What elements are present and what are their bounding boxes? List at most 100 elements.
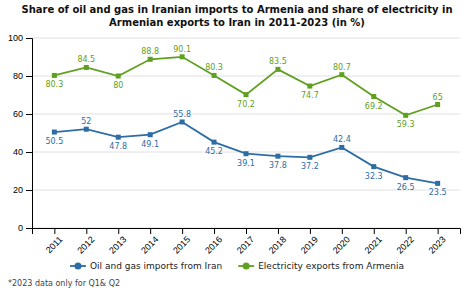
- legend-item: Oil and gas imports from Iran: [70, 261, 222, 271]
- title: Share of oil and gas in Iranian imports …: [21, 4, 452, 28]
- data-label: 65: [433, 93, 443, 102]
- x-tick: 2011: [44, 228, 65, 255]
- point: [148, 57, 153, 62]
- grid-line: [32, 76, 460, 77]
- data-label: 32.3: [365, 172, 383, 181]
- data-label: 55.8: [173, 110, 191, 119]
- y-tick-label: 0: [18, 223, 23, 233]
- x-tick: 2015: [171, 228, 192, 256]
- x-tick-mark: [246, 228, 247, 234]
- grid-line: [32, 38, 460, 39]
- point: [307, 155, 312, 160]
- y-tick: 80: [13, 71, 32, 81]
- point: [339, 145, 344, 150]
- x-tick-mark: [54, 228, 55, 234]
- data-label: 69.2: [365, 102, 383, 111]
- y-tick-mark: [26, 76, 32, 77]
- data-label: 42.4: [333, 135, 351, 144]
- data-label: 52: [81, 117, 91, 126]
- y-axis-line: [26, 39, 33, 229]
- data-label: 50.5: [45, 137, 63, 146]
- y-tick-mark: [26, 152, 32, 153]
- point: [116, 74, 121, 79]
- x-tick-label: 2013: [107, 234, 128, 255]
- x-tick-label: 2021: [363, 234, 384, 255]
- y-tick-label: 40: [13, 147, 23, 157]
- y-tick-mark: [26, 114, 32, 115]
- y-tick-label: 60: [13, 109, 23, 119]
- point: [84, 127, 89, 132]
- point: [244, 151, 249, 156]
- x-tick: 2014: [139, 228, 160, 256]
- data-label: 37.2: [301, 162, 319, 171]
- data-label: 88.8: [141, 47, 159, 56]
- y-tick: 0: [18, 223, 32, 233]
- point: [275, 154, 280, 159]
- y-tick-label: 20: [13, 185, 23, 195]
- x-axis: 2011 2012 2013 2014 2015 2016 2017 2018 2019 2020…: [33, 228, 461, 256]
- x-tick-mark: [150, 228, 151, 234]
- data-label: 80.3: [205, 63, 223, 72]
- x-tick: 2018: [267, 228, 288, 256]
- point: [435, 181, 440, 186]
- legend: Oil and gas imports from Iran Electricity…: [70, 261, 404, 271]
- point: [275, 67, 280, 72]
- data-label: 90.1: [173, 45, 191, 54]
- y-axis: 020406080100: [8, 33, 33, 233]
- data-label: 70.2: [237, 100, 255, 109]
- x-tick: 2020: [331, 228, 352, 256]
- x-tick: 2023: [427, 228, 448, 256]
- point: [307, 84, 312, 89]
- y-tick-mark: [26, 190, 32, 191]
- x-tick-label: 2017: [235, 234, 256, 255]
- y-tick: 20: [13, 185, 32, 195]
- data-label: 26.5: [397, 183, 415, 192]
- legend-swatch: [75, 263, 82, 270]
- x-tick-mark: [406, 228, 407, 234]
- series-line: [54, 57, 437, 116]
- x-tick-label: 2011: [44, 234, 65, 255]
- data-labels: 50.55247.849.155.845.239.137.837.242.432…: [45, 45, 446, 198]
- chart: 2011201220132014201520162017201820192020…: [0, 0, 474, 292]
- legend-label: Electricity exports from Armenia: [258, 261, 404, 271]
- x-tick-label: 2012: [75, 234, 96, 255]
- x-tick: 2012: [75, 228, 96, 256]
- grid-line: [32, 114, 460, 115]
- data-label: 74.7: [301, 91, 319, 100]
- x-tick: 2013: [107, 228, 128, 256]
- legend-item: Electricity exports from Armenia: [238, 261, 404, 271]
- x-tick-mark: [342, 228, 343, 234]
- data-label: 45.2: [205, 147, 223, 156]
- x-tick: 2019: [299, 228, 320, 256]
- y-tick-mark: [26, 228, 32, 229]
- plot: 2011201220132014201520162017201820192020…: [8, 33, 461, 255]
- x-tick: 2022: [395, 228, 416, 256]
- series-line: [54, 122, 437, 183]
- x-tick: 2021: [363, 228, 384, 256]
- x-tick-mark: [310, 228, 311, 234]
- data-label: 39.1: [237, 159, 255, 168]
- x-tick-label: 2014: [139, 234, 160, 255]
- point: [180, 119, 185, 124]
- x-tick-label: 2015: [171, 234, 192, 255]
- data-label: 37.8: [269, 161, 287, 170]
- point: [148, 132, 153, 137]
- point: [435, 102, 440, 107]
- x-tick-label: 2020: [331, 234, 352, 255]
- legend-swatch: [243, 263, 250, 270]
- point: [84, 65, 89, 70]
- point: [371, 164, 376, 169]
- x-tick-label: 2022: [395, 234, 416, 255]
- point: [180, 54, 185, 59]
- y-tick-mark: [26, 38, 32, 39]
- data-label: 49.1: [141, 140, 159, 149]
- grid: [32, 38, 460, 228]
- x-tick-label: 2019: [299, 234, 320, 255]
- x-tick-mark: [278, 228, 279, 234]
- y-tick: 60: [13, 109, 32, 119]
- x-tick-label: 2016: [203, 234, 224, 255]
- legend-label: Oil and gas imports from Iran: [90, 261, 222, 271]
- x-tick-mark: [374, 228, 375, 234]
- marks: [52, 54, 440, 186]
- point: [403, 175, 408, 180]
